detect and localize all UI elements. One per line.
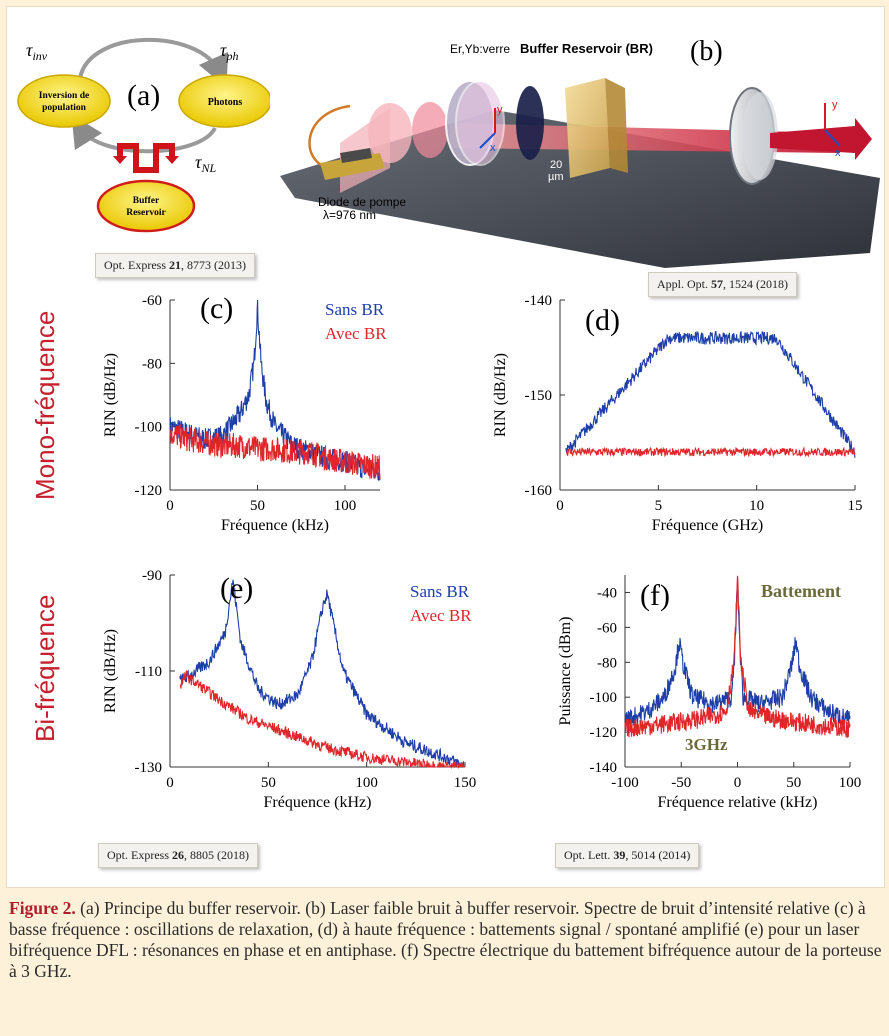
thickness-label-1: 20 bbox=[550, 159, 562, 171]
legend-entry: Avec BR bbox=[325, 324, 387, 343]
photons-label: Photons bbox=[208, 97, 243, 108]
pump-diode bbox=[320, 153, 385, 180]
y-tick-label: -140 bbox=[525, 293, 553, 309]
y-tick-label: -80 bbox=[142, 356, 162, 372]
x-axis-label: Fréquence (GHz) bbox=[652, 517, 764, 534]
x-axis-label: Fréquence (kHz) bbox=[264, 794, 372, 811]
series-line-Sans BR bbox=[179, 579, 466, 768]
x-tick-label: 100 bbox=[839, 775, 862, 791]
y-axis-label: RIN (dB/Hz) bbox=[102, 629, 119, 713]
inversion-node bbox=[17, 74, 111, 128]
panel-letter: (f) bbox=[640, 579, 670, 612]
annotation-3ghz: 3GHz bbox=[685, 735, 728, 754]
glass-label: Er,Yb:verre bbox=[450, 42, 510, 56]
y-axis-label: Puissance (dBm) bbox=[557, 617, 574, 726]
x-tick-label: 15 bbox=[848, 498, 863, 514]
series-line-red bbox=[624, 575, 851, 738]
y-tick-label: -110 bbox=[135, 664, 162, 680]
x-tick-label: 50 bbox=[786, 775, 801, 791]
y-tick-label: -150 bbox=[525, 388, 553, 404]
y-tick-label: -160 bbox=[525, 483, 553, 499]
tau-ph: τph bbox=[220, 40, 238, 63]
series-line-Avec BR bbox=[565, 446, 856, 458]
buffer-label-1: Buffer bbox=[133, 196, 160, 206]
y-tick-label: -120 bbox=[135, 483, 163, 499]
figure-caption: Figure 2. (a) Principe du buffer reservo… bbox=[9, 898, 883, 982]
axis-x-label-2: x bbox=[835, 147, 841, 159]
y-tick-label: -100 bbox=[590, 690, 618, 706]
tau-nl: τNL bbox=[195, 152, 216, 175]
x-tick-label: 50 bbox=[261, 775, 276, 791]
y-tick-label: -60 bbox=[597, 620, 617, 636]
legend-entry: Sans BR bbox=[325, 300, 385, 319]
chart-f: -40-60-80-100-120-140-100 -50 0 50 100Fréque… bbox=[557, 575, 862, 811]
panel-letter: (d) bbox=[585, 304, 620, 337]
x-tick-label: 100 bbox=[334, 498, 357, 514]
x-tick-label: 0 bbox=[166, 775, 174, 791]
x-tick-label: 150 bbox=[454, 775, 477, 791]
axis-y-label-1: y bbox=[497, 104, 503, 116]
x-tick-label: 0 bbox=[734, 775, 742, 791]
panel-a-letter: (a) bbox=[127, 79, 160, 112]
pump-label-2: λ=976 nm bbox=[323, 208, 376, 222]
y-tick-label: -80 bbox=[597, 655, 617, 671]
side-label-bi: Bi-fréquence bbox=[30, 594, 60, 742]
thickness-label-2: µm bbox=[548, 171, 564, 183]
reference-a: Opt. Express 21, 8773 (2013) bbox=[95, 253, 255, 278]
x-tick-label: 50 bbox=[250, 498, 265, 514]
series-line-Avec BR bbox=[169, 424, 381, 480]
x-tick-label: 0 bbox=[556, 498, 564, 514]
series-line-Sans BR bbox=[565, 330, 856, 458]
panel-b-illustration: y x y x Er,Yb:verre Buffer Reservoir (BR… bbox=[280, 36, 880, 268]
panel-letter: (c) bbox=[200, 292, 233, 325]
x-axis-label: Fréquence (kHz) bbox=[221, 517, 329, 534]
thin-film bbox=[516, 86, 544, 160]
reference-b: Appl. Opt. 57, 1524 (2018) bbox=[648, 272, 797, 297]
legend-entry: Sans BR bbox=[410, 582, 470, 601]
buffer-reservoir-block bbox=[565, 78, 610, 178]
buffer-label-2: Reservoir bbox=[126, 208, 166, 218]
y-tick-label: -130 bbox=[135, 760, 163, 776]
inversion-label-2: population bbox=[42, 103, 87, 113]
annotation-battement: Battement bbox=[761, 581, 841, 601]
panel-b-letter: (b) bbox=[690, 36, 723, 67]
caption-text: (a) Principe du buffer reservoir. (b) La… bbox=[9, 898, 882, 981]
reference-e: Opt. Express 26, 8805 (2018) bbox=[98, 843, 258, 868]
y-axis-label: RIN (dB/Hz) bbox=[492, 353, 509, 437]
side-label-mono: Mono-fréquence bbox=[30, 310, 60, 500]
series-line-Avec BR bbox=[179, 669, 466, 770]
y-tick-label: -100 bbox=[135, 420, 163, 436]
tau-inv: τinv bbox=[26, 40, 48, 63]
panel-letter: (e) bbox=[220, 572, 253, 605]
x-tick-label: 5 bbox=[655, 498, 663, 514]
x-tick-label: 10 bbox=[749, 498, 764, 514]
pump-label-1: Diode de pompe bbox=[318, 195, 406, 209]
photons-node bbox=[178, 74, 270, 128]
inversion-label-1: Inversion de bbox=[39, 91, 89, 101]
y-tick-label: -120 bbox=[590, 725, 618, 741]
caption-lead: Figure 2. bbox=[9, 898, 76, 918]
x-tick-label: -50 bbox=[671, 775, 691, 791]
axis-x-label-1: x bbox=[490, 142, 496, 154]
x-axis-label: Fréquence relative (kHz) bbox=[658, 794, 818, 811]
axis-y-label-2: y bbox=[832, 99, 838, 111]
y-tick-label: -60 bbox=[142, 293, 162, 309]
y-tick-label: -40 bbox=[597, 585, 617, 601]
panel-a-diagram: Inversion de population Photons Buffer R… bbox=[17, 37, 270, 233]
y-tick-label: -90 bbox=[142, 568, 162, 584]
buffer-node bbox=[96, 179, 196, 233]
x-tick-label: -100 bbox=[611, 775, 639, 791]
y-axis-label: RIN (dB/Hz) bbox=[102, 353, 119, 437]
x-tick-label: 0 bbox=[166, 498, 174, 514]
legend-entry: Avec BR bbox=[410, 606, 472, 625]
pump-lens bbox=[368, 103, 412, 163]
br-label: Buffer Reservoir (BR) bbox=[520, 41, 653, 56]
x-tick-label: 100 bbox=[355, 775, 378, 791]
reference-f: Opt. Lett. 39, 5014 (2014) bbox=[555, 843, 700, 868]
y-tick-label: -140 bbox=[590, 760, 618, 776]
